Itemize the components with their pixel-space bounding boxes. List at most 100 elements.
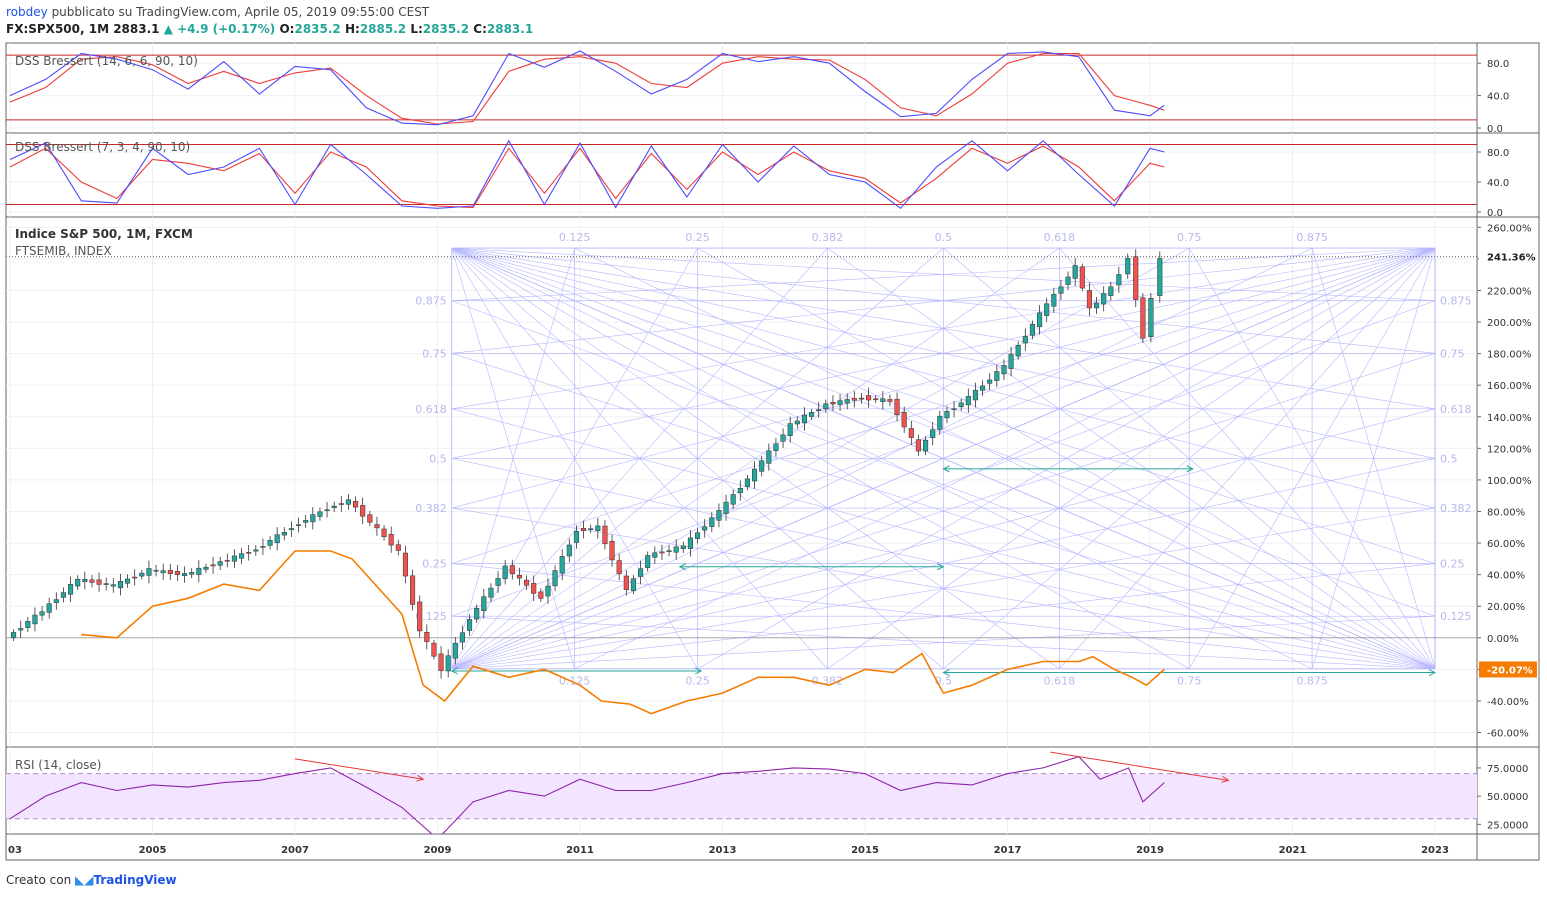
arrow-head-icon: [942, 465, 950, 473]
candle-body: [851, 398, 857, 401]
candle-body: [794, 420, 800, 425]
candle-body: [110, 584, 116, 587]
fib-ray: [451, 247, 1436, 617]
rsi-line: [9, 755, 1165, 834]
high-value: 2885.2: [359, 22, 407, 36]
candle-body: [32, 614, 38, 625]
y-tick-label: 140.00%: [1487, 413, 1532, 424]
dss-title: DSS Bressert (14, 6, 6, 90, 10): [15, 54, 198, 68]
candle-body: [125, 578, 131, 584]
y-tick-label: 260.00%: [1487, 223, 1532, 234]
author-name[interactable]: robdey: [6, 5, 48, 19]
candle-body: [310, 514, 316, 523]
open-value: 2835.2: [294, 22, 341, 36]
candle-body: [702, 526, 708, 531]
candle-body: [174, 570, 180, 575]
candle-body: [481, 596, 487, 611]
fib-label-top: 0.875: [1296, 231, 1328, 244]
candle-body: [89, 579, 95, 583]
candle-body: [281, 532, 287, 536]
x-tick-label: 2005: [139, 845, 167, 856]
y-tick-label: 80.0: [1487, 148, 1509, 159]
rsi-divergence-line: [1050, 751, 1229, 781]
candle-body: [509, 565, 515, 575]
candle-body: [381, 528, 387, 537]
candle-body: [595, 525, 601, 531]
candle-body: [367, 514, 373, 523]
chart-frame: [5, 42, 1540, 861]
fib-label-right: 0.618: [1440, 403, 1472, 416]
rsi-title: RSI (14, close): [15, 758, 101, 772]
candle-body: [189, 572, 195, 575]
candle-body: [210, 564, 216, 567]
candle-body: [958, 402, 964, 408]
candle-body: [438, 653, 444, 672]
candle-body: [858, 397, 864, 400]
candle-body: [873, 398, 879, 401]
y-tick-label: 20.00%: [1487, 602, 1525, 613]
y-tick-label: 200.00%: [1487, 318, 1532, 329]
candle-body: [1022, 336, 1028, 344]
candle-body: [980, 385, 986, 391]
footer-brand[interactable]: TradingView: [93, 873, 177, 887]
arrow-head-icon: [937, 563, 945, 571]
candle-body: [445, 655, 451, 672]
high-label: H:: [344, 22, 360, 36]
arrow-head-icon: [678, 563, 686, 571]
candle-body: [1140, 297, 1146, 339]
fib-label-right: 0.75: [1440, 347, 1465, 360]
candle-body: [737, 487, 743, 494]
publish-info: pubblicato su TradingView.com, Aprile 05…: [51, 5, 430, 19]
y-tick-label: 220.00%: [1487, 286, 1532, 297]
fib-label-top: 0.25: [685, 231, 710, 244]
candle-body: [638, 568, 644, 577]
candle-body: [324, 509, 330, 512]
fib-label-left: 0.75: [422, 347, 447, 360]
candle-body: [395, 544, 401, 551]
fib-label-right: 0.125: [1440, 610, 1472, 623]
candle-body: [288, 528, 294, 530]
candle-body: [1058, 286, 1064, 294]
fib-ray: [451, 408, 1436, 670]
candle-body: [645, 555, 651, 568]
candle-body: [331, 505, 337, 508]
fib-fan: [451, 247, 1436, 670]
compare-title: FTSEMIB, INDEX: [15, 244, 112, 258]
candle-body: [1086, 290, 1092, 309]
candle-body: [182, 573, 188, 576]
candle-body: [1157, 258, 1163, 296]
candle-body: [68, 584, 74, 595]
candle-body: [374, 524, 380, 529]
fib-label-top: 0.75: [1177, 231, 1202, 244]
x-tick-label: 2011: [566, 845, 594, 856]
candle-body: [253, 549, 259, 552]
fib-label-bottom: 0.125: [559, 675, 591, 688]
candle-body: [894, 398, 900, 415]
y-tick-label: 100.00%: [1487, 476, 1532, 487]
candle-body: [474, 608, 480, 620]
fib-ray: [451, 247, 1436, 302]
fib-ray: [451, 247, 944, 669]
ftsemib-line: [81, 550, 1165, 715]
fib-label-top: 0.382: [812, 231, 844, 244]
candle-body: [217, 561, 223, 566]
candle-body: [830, 401, 836, 405]
candle-body: [602, 525, 608, 545]
candle-body: [467, 619, 473, 631]
close-value: 2883.1: [486, 22, 534, 36]
candle-body: [752, 468, 758, 482]
y-tick-label: 160.00%: [1487, 381, 1532, 392]
candle-body: [723, 501, 729, 514]
candle-body: [965, 396, 971, 406]
fib-ray: [697, 247, 1436, 670]
candle-body: [1044, 303, 1050, 316]
candle-body: [146, 568, 152, 576]
candle-body: [431, 642, 437, 657]
candle-body: [353, 501, 359, 508]
fib-label-left: 0.25: [422, 558, 447, 571]
x-tick-label: 2017: [994, 845, 1022, 856]
candle-body: [117, 580, 123, 589]
y-tick-label: 0.0: [1487, 208, 1503, 219]
fib-label-right: 0.25: [1440, 558, 1465, 571]
